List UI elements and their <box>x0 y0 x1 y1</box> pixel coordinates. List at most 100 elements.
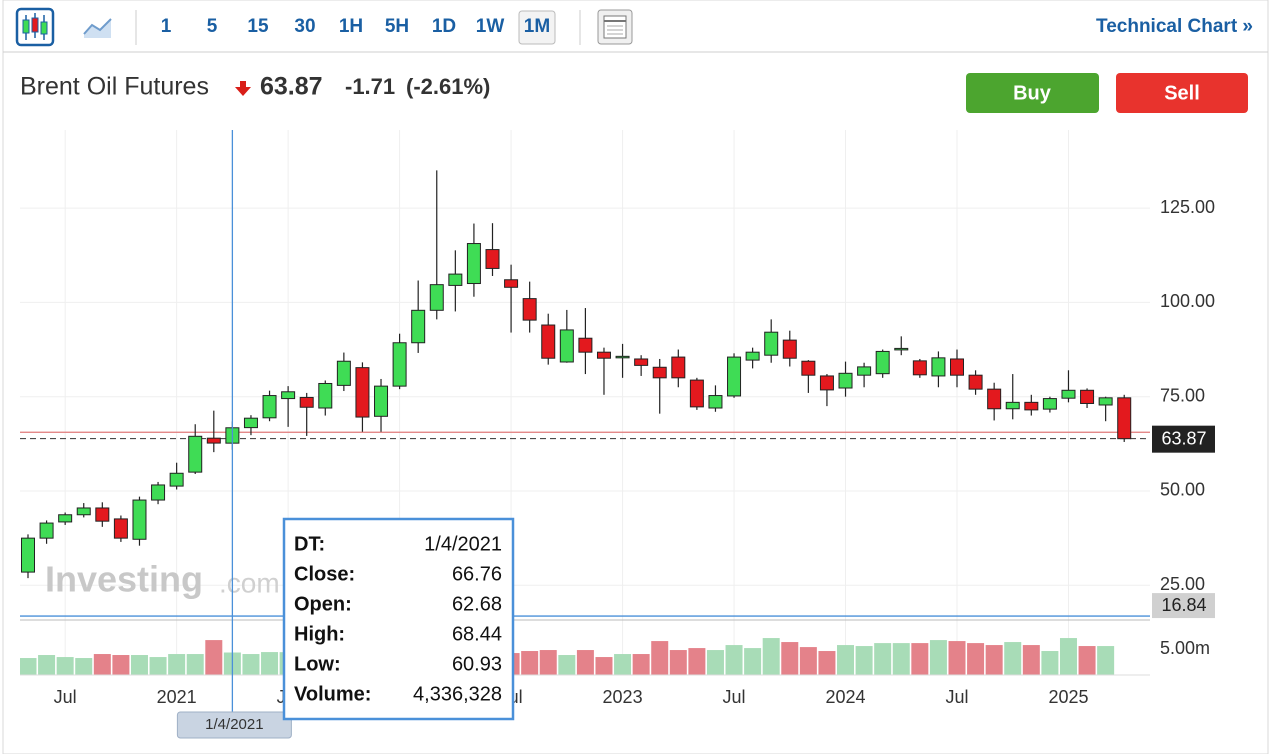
tooltip-label: DT: <box>294 533 325 555</box>
candle-body <box>615 355 630 359</box>
candle-body <box>819 375 834 391</box>
volume-bar <box>205 640 223 675</box>
candle-body <box>243 417 258 429</box>
candle-body <box>1098 397 1113 406</box>
x-tick-label: Jul <box>945 687 968 707</box>
volume-tick-label: 5.00m <box>1160 638 1210 658</box>
candle-body <box>95 507 110 522</box>
candle-body <box>1061 389 1076 399</box>
candle-body <box>782 339 797 359</box>
volume-bar <box>874 643 892 675</box>
volume-bar <box>20 658 37 675</box>
volume-bar <box>1004 642 1022 675</box>
tooltip-label: Volume: <box>294 683 371 705</box>
x-tick-label: Jul <box>54 687 77 707</box>
price-change-pct: (-2.61%) <box>406 74 490 99</box>
tooltip-label: High: <box>294 623 345 645</box>
candle-body <box>1117 397 1132 440</box>
candle-body <box>1080 389 1095 404</box>
candle-body <box>466 243 481 285</box>
candle-body <box>708 395 723 409</box>
candle-body <box>838 372 853 389</box>
interval-button[interactable]: 5 <box>207 16 218 37</box>
volume-bar <box>558 655 576 675</box>
volume-bar <box>1041 651 1059 675</box>
volume-bar <box>948 641 966 675</box>
x-tick-label: 2025 <box>1048 687 1088 707</box>
technical-chart-link[interactable]: Technical Chart » <box>1096 16 1253 37</box>
volume-bar <box>75 658 93 675</box>
candle-body <box>764 331 779 356</box>
buy-button[interactable]: Buy <box>966 73 1099 113</box>
watermark-suffix: .com <box>219 567 280 598</box>
tooltip-value: 66.76 <box>452 563 502 585</box>
instrument-name: Brent Oil Futures <box>20 73 209 101</box>
candle-body <box>727 356 742 397</box>
candle-body <box>689 379 704 408</box>
candle-body <box>541 324 556 359</box>
sell-label[interactable]: Sell <box>1164 82 1200 104</box>
candle-body <box>968 374 983 390</box>
interval-button[interactable]: 15 <box>247 16 269 37</box>
candle-body <box>169 472 184 487</box>
active-interval-box <box>518 10 556 45</box>
candle-body <box>801 360 816 376</box>
volume-bar <box>1078 646 1096 675</box>
candle-icon[interactable] <box>15 7 55 47</box>
candle-body <box>634 358 649 366</box>
interval-button[interactable]: 1W <box>476 16 505 37</box>
volume-bar <box>967 643 985 675</box>
candle-body <box>875 350 890 375</box>
volume-bar <box>168 654 186 675</box>
candle-body <box>1024 401 1039 411</box>
volume-bar <box>521 651 539 675</box>
candle-body <box>58 514 73 523</box>
x-tick-label: 2021 <box>157 687 197 707</box>
candle-body <box>113 518 128 539</box>
y-tick-label: 100.00 <box>1160 291 1215 311</box>
volume-bar <box>38 655 56 675</box>
candle-body <box>912 360 927 376</box>
layout-icon[interactable] <box>597 9 633 45</box>
candle-body <box>411 309 426 344</box>
down-arrow <box>235 81 251 96</box>
tooltip-value: 4,336,328 <box>413 683 502 705</box>
candle-body <box>299 396 314 408</box>
candle-body <box>745 351 760 361</box>
candle-body <box>950 358 964 376</box>
line-icon[interactable] <box>83 18 112 38</box>
candle-body <box>281 391 296 400</box>
interval-button[interactable]: 1 <box>161 16 172 37</box>
buy-label[interactable]: Buy <box>1013 82 1052 104</box>
candle-body <box>987 388 1002 410</box>
interval-button[interactable]: 1H <box>339 16 363 37</box>
candle-body <box>318 382 333 409</box>
sell-button[interactable]: Sell <box>1116 73 1248 113</box>
interval-button[interactable]: 5H <box>385 16 409 37</box>
last-price: 63.87 <box>260 73 323 101</box>
volume-bar <box>539 650 557 675</box>
volume-bar <box>985 645 1003 675</box>
candle-body <box>1042 398 1057 410</box>
volume-bar <box>632 654 650 675</box>
last-price-box <box>1152 425 1215 453</box>
interval-button[interactable]: 30 <box>294 16 315 37</box>
volume-bar <box>93 654 111 675</box>
tooltip-value: 1/4/2021 <box>424 533 502 555</box>
volume-bar <box>892 643 910 675</box>
candle-body <box>485 249 500 269</box>
interval-button[interactable]: 1M <box>524 16 550 37</box>
crosshair-y-box <box>1152 593 1215 619</box>
interval-button[interactable]: 1D <box>432 16 456 37</box>
volume-bar <box>781 642 799 675</box>
volume-bar <box>651 641 669 675</box>
volume-bar <box>855 646 873 675</box>
candle-body <box>76 507 91 516</box>
volume-bar <box>112 655 130 675</box>
volume-bar <box>725 645 743 675</box>
candle-body <box>652 366 667 379</box>
volume-bar <box>929 640 947 675</box>
tooltip-box <box>282 517 515 721</box>
